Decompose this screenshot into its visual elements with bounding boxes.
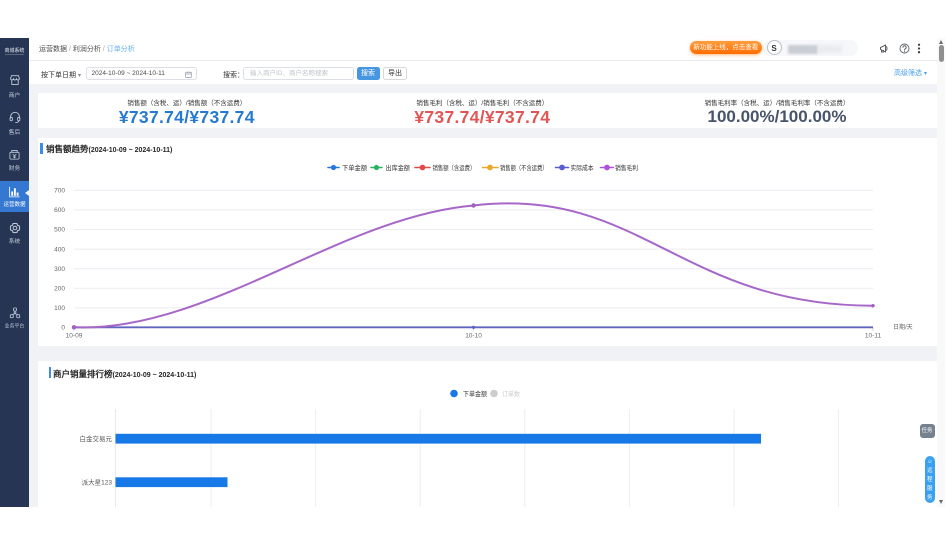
svg-text:700: 700 [54,188,65,195]
svg-text:销售额（不含运费）: 销售额（不含运费） [500,163,548,172]
svg-text:白金交易元: 白金交易元 [80,434,113,443]
svg-text:100: 100 [54,305,65,312]
svg-text:销售额（含运费）: 销售额（含运费） [433,163,476,172]
svg-text:订单数: 订单数 [502,389,520,398]
svg-text:300: 300 [54,266,65,273]
svg-text:实际成本: 实际成本 [571,163,595,172]
svg-text:日期/天: 日期/天 [893,323,913,331]
svg-text:下单金额: 下单金额 [463,389,487,398]
svg-text:400: 400 [54,246,65,253]
svg-text:500: 500 [54,227,65,234]
svg-text:600: 600 [54,207,65,214]
svg-text:派大星123: 派大星123 [82,478,113,487]
svg-text:0: 0 [61,325,65,332]
svg-text:出库金额: 出库金额 [386,163,411,172]
svg-text:10-10: 10-10 [465,333,482,340]
svg-text:10-11: 10-11 [865,333,882,340]
svg-text:200: 200 [54,286,65,293]
svg-text:下单金额: 下单金额 [342,163,367,172]
svg-text:销售毛利: 销售毛利 [615,163,638,172]
svg-text:10-09: 10-09 [66,333,83,340]
